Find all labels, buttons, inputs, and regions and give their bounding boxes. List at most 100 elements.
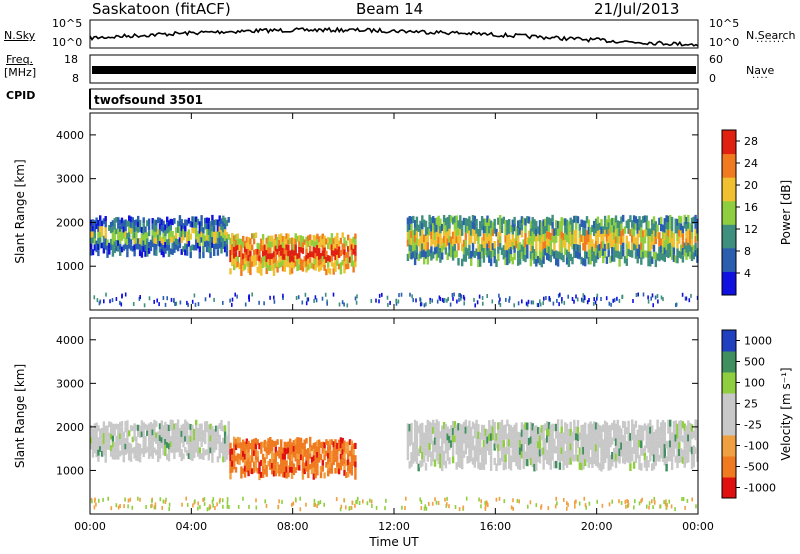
scatter-point <box>437 501 440 505</box>
echo-cell <box>428 221 431 229</box>
echo-cell <box>551 235 554 243</box>
echo-cell <box>195 244 198 251</box>
echo-cell <box>560 231 563 239</box>
echo-cell <box>314 454 317 461</box>
echo-cell <box>428 428 431 436</box>
echo-cell <box>290 261 294 268</box>
scatter-point <box>282 296 284 300</box>
echo-cell <box>328 268 332 275</box>
echo-cell <box>115 239 118 246</box>
echo-cell <box>654 451 658 459</box>
echo-cell <box>589 428 592 436</box>
echo-cell <box>269 464 272 470</box>
echo-cell <box>267 265 270 271</box>
echo-cell <box>687 441 690 449</box>
echo-cell <box>484 435 487 444</box>
echo-cell <box>535 432 538 441</box>
echo-cell <box>131 217 135 223</box>
echo-cell <box>679 230 683 238</box>
echo-cell <box>645 250 648 258</box>
scatter-point <box>431 298 433 303</box>
scatter-point <box>536 302 539 307</box>
echo-cell <box>90 225 93 232</box>
echo-cell <box>287 471 290 478</box>
echo-cell <box>343 255 346 262</box>
echo-cell <box>140 233 144 240</box>
echo-cell <box>122 232 126 239</box>
echo-cell <box>180 231 183 237</box>
echo-cell <box>128 430 131 437</box>
echo-cell <box>413 454 417 462</box>
echo-cell <box>685 448 688 456</box>
echo-cell <box>424 220 428 229</box>
echo-cell <box>312 467 316 474</box>
scatter-point <box>527 504 529 509</box>
echo-cell <box>120 229 124 235</box>
echo-cell <box>155 219 158 226</box>
echo-cell <box>252 450 256 456</box>
echo-cell <box>251 439 254 446</box>
echo-cell <box>93 441 97 448</box>
echo-cell <box>332 250 335 257</box>
echo-cell <box>299 264 303 271</box>
echo-cell <box>251 233 254 239</box>
echo-cell <box>303 261 306 268</box>
echo-cell <box>464 254 468 262</box>
echo-cell <box>529 228 533 236</box>
echo-cell <box>119 225 122 232</box>
echo-cell <box>442 450 446 458</box>
echo-cell <box>412 244 415 252</box>
echo-cell <box>157 431 160 438</box>
echo-cell <box>488 226 491 234</box>
scatter-point <box>98 301 101 306</box>
echo-cell <box>678 434 681 442</box>
echo-cell <box>249 238 252 245</box>
echo-cell <box>667 237 670 244</box>
echo-cell <box>176 435 180 442</box>
echo-cell <box>616 433 620 441</box>
echo-cell <box>509 432 513 441</box>
scatter-point <box>429 297 431 302</box>
echo-cell <box>616 447 620 455</box>
echo-cell <box>410 216 413 224</box>
freq-band <box>92 66 696 74</box>
echo-cell <box>495 228 498 237</box>
echo-cell <box>173 441 176 448</box>
echo-cell <box>289 268 292 275</box>
echo-cell <box>687 434 690 442</box>
echo-cell <box>216 431 220 438</box>
echo-cell <box>222 456 225 463</box>
echo-cell <box>129 216 133 223</box>
echo-cell <box>551 221 554 229</box>
echo-cell <box>641 230 645 238</box>
echo-cell <box>544 438 547 446</box>
echo-cell <box>209 239 212 246</box>
echo-cell <box>202 448 205 454</box>
echo-cell <box>216 437 220 444</box>
nave-tick-bottom: 0 <box>709 72 716 85</box>
echo-cell <box>95 223 98 230</box>
echo-cell <box>589 242 592 250</box>
echo-cell <box>428 228 431 236</box>
echo-cell <box>464 433 468 441</box>
echo-cell <box>636 451 639 459</box>
echo-cell <box>638 230 641 238</box>
scatter-point <box>454 505 457 509</box>
echo-cell <box>117 441 120 448</box>
echo-cell <box>594 451 598 459</box>
echo-cell <box>158 217 162 224</box>
echo-cell <box>540 244 544 252</box>
echo-cell <box>499 422 502 430</box>
echo-cell <box>334 439 337 445</box>
echo-cell <box>207 430 211 437</box>
echo-cell <box>587 453 591 461</box>
echo-cell <box>144 226 147 233</box>
echo-cell <box>169 425 173 431</box>
echo-cell <box>135 231 138 238</box>
echo-cell <box>442 222 446 229</box>
echo-cell <box>133 435 136 441</box>
echo-cell <box>182 234 185 241</box>
echo-cell <box>560 245 563 253</box>
echo-cell <box>618 456 621 464</box>
echo-cell <box>120 246 124 253</box>
